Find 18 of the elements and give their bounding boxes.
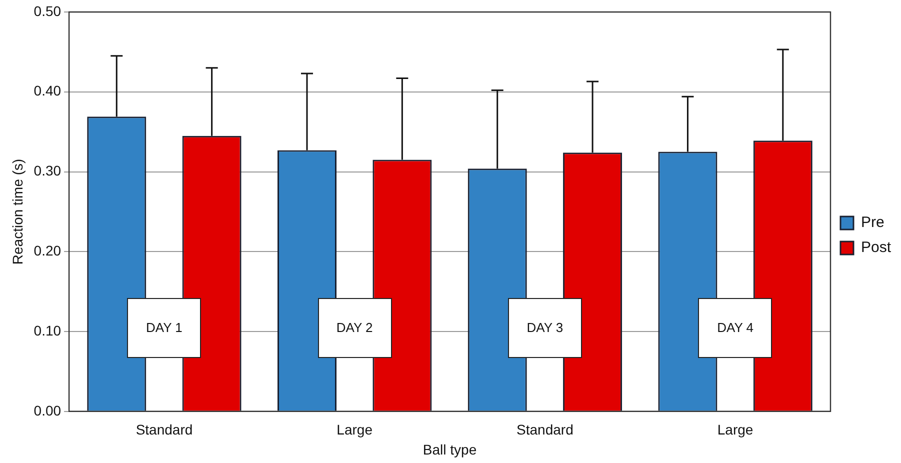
y-axis-title: Reaction time (s) [9, 158, 26, 265]
x-tick-label: Standard [516, 422, 574, 438]
y-tick-label: 0.50 [34, 2, 62, 19]
note-box: DAY 4 [698, 298, 772, 358]
y-tick-label: 0.20 [34, 242, 62, 258]
x-tick-label: Large [336, 422, 373, 438]
note-box: DAY 2 [318, 298, 392, 358]
y-tick-label: 0.30 [34, 162, 62, 179]
note-box: DAY 3 [508, 298, 582, 358]
x-axis-title: Ball type [422, 441, 477, 458]
x-tick-label: Standard [136, 422, 193, 438]
legend-label: Post [860, 239, 892, 256]
x-tick-label: Large [717, 422, 754, 438]
y-tick-label: 0.10 [34, 322, 62, 338]
legend-label: Pre [860, 214, 884, 232]
y-tick-label: 0.00 [34, 402, 62, 418]
y-tick-label: 0.40 [34, 82, 62, 99]
note-box: DAY 1 [127, 298, 202, 358]
